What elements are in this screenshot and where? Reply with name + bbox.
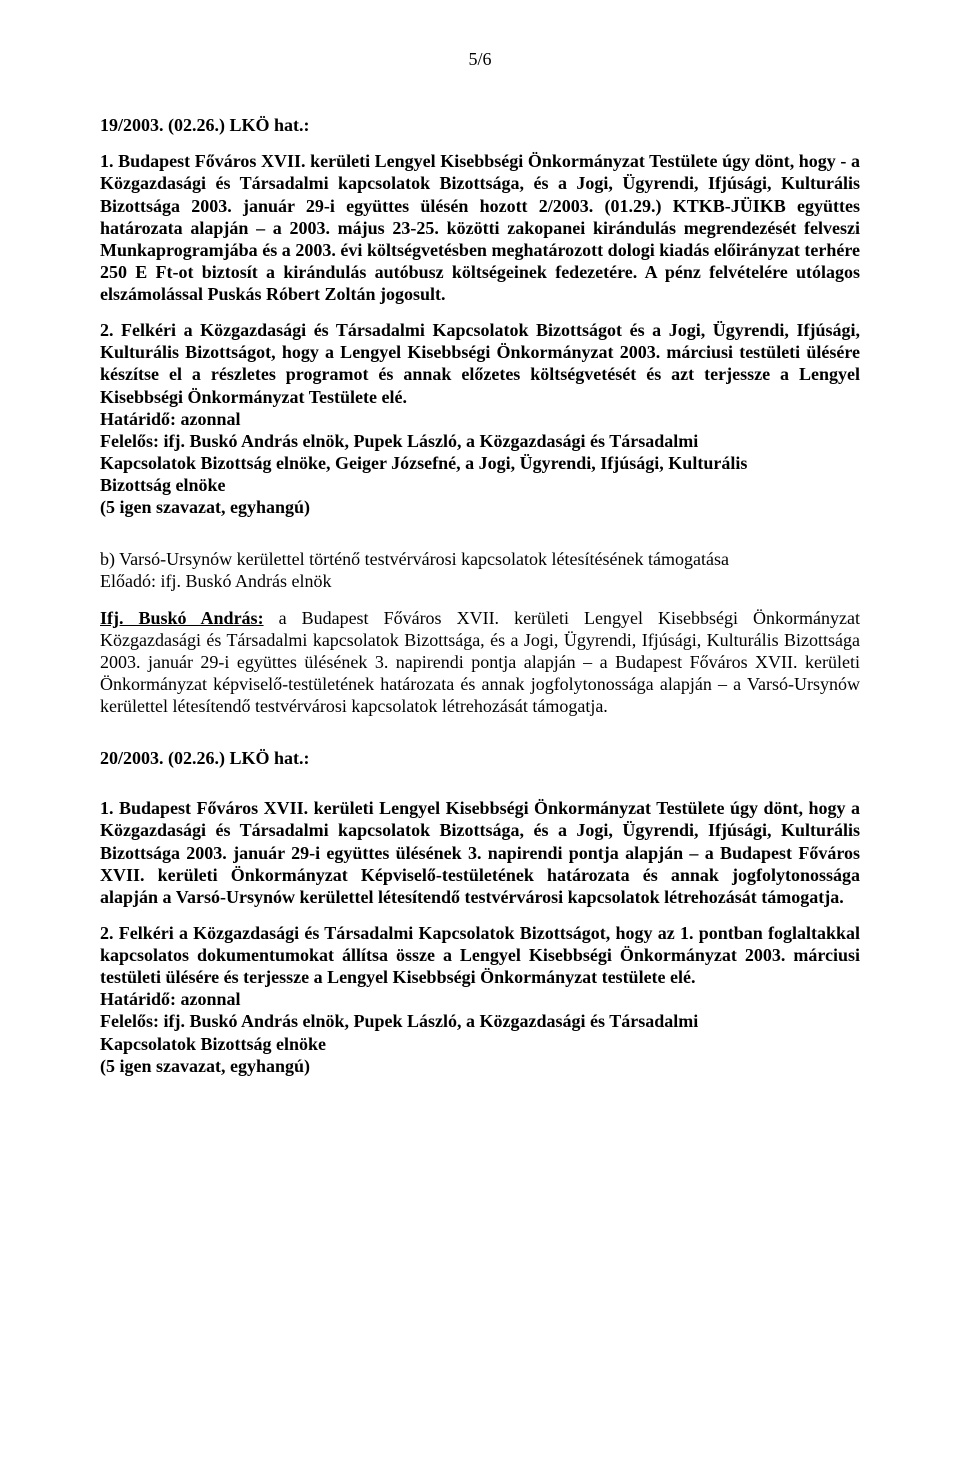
resolution-19-responsible-line1: Felelős: ifj. Buskó András elnök, Pupek …: [100, 430, 860, 452]
agenda-item-b-speaker: Előadó: ifj. Buskó András elnök: [100, 570, 860, 592]
resolution-20-point-2: 2. Felkéri a Közgazdasági és Társadalmi …: [100, 922, 860, 988]
resolution-19-vote: (5 igen szavazat, egyhangú): [100, 496, 860, 518]
resolution-19-point-1: 1. Budapest Főváros XVII. kerületi Lengy…: [100, 150, 860, 305]
resolution-19-deadline: Határidő: azonnal: [100, 408, 860, 430]
resolution-19-point-2: 2. Felkéri a Közgazdasági és Társadalmi …: [100, 319, 860, 408]
page-number: 5/6: [100, 48, 860, 70]
agenda-item-b-title: b) Varsó-Ursynów kerülettel történő test…: [100, 548, 860, 570]
page-container: 5/6 19/2003. (02.26.) LKÖ hat.: 1. Budap…: [0, 0, 960, 1484]
resolution-20-title: 20/2003. (02.26.) LKÖ hat.:: [100, 747, 860, 769]
resolution-19-title: 19/2003. (02.26.) LKÖ hat.:: [100, 114, 860, 136]
speaker-statement: Ifj. Buskó András: a Budapest Főváros XV…: [100, 607, 860, 718]
resolution-20-deadline: Határidő: azonnal: [100, 988, 860, 1010]
resolution-19-responsible-line3: Bizottság elnöke: [100, 474, 860, 496]
resolution-20-point-1: 1. Budapest Főváros XVII. kerületi Lengy…: [100, 797, 860, 908]
resolution-20-responsible-line2: Kapcsolatok Bizottság elnöke: [100, 1033, 860, 1055]
resolution-20-responsible-line1: Felelős: ifj. Buskó András elnök, Pupek …: [100, 1010, 860, 1032]
resolution-19-responsible-line2: Kapcsolatok Bizottság elnöke, Geiger Józ…: [100, 452, 860, 474]
resolution-20-vote: (5 igen szavazat, egyhangú): [100, 1055, 860, 1077]
speaker-name: Ifj. Buskó András:: [100, 608, 264, 628]
